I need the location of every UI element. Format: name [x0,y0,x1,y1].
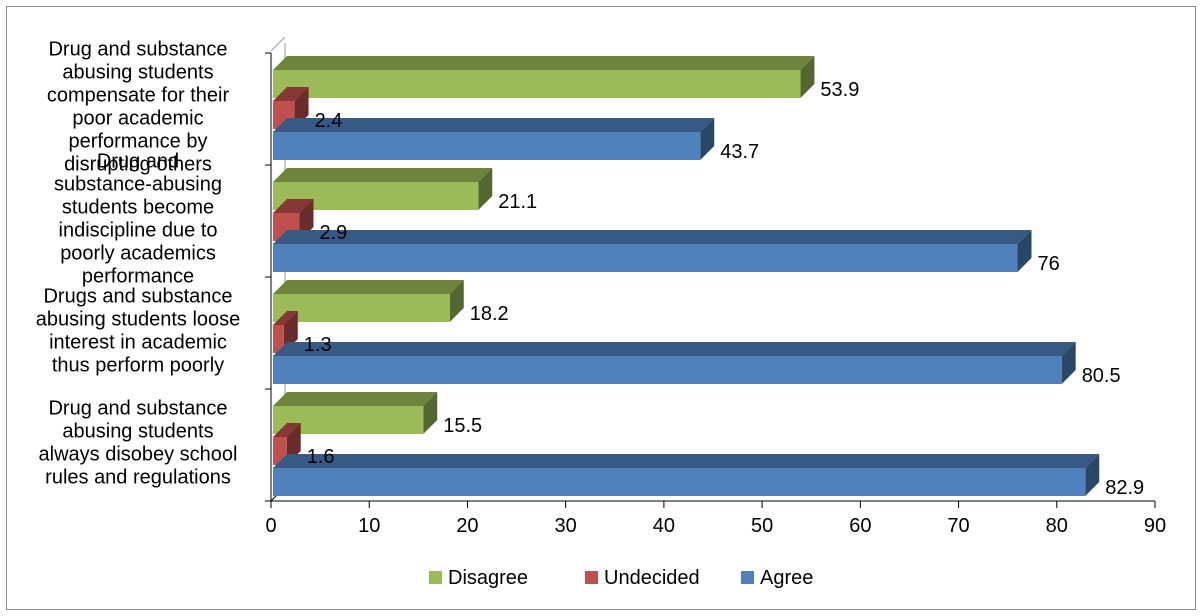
legend-label-undecided: Undecided [604,567,700,589]
bar-side-face [423,392,438,434]
bar-agree [273,244,1018,272]
category-label-line: Drug and substance [48,398,227,420]
category-label-line: indiscipline due to [59,220,218,242]
x-tick-label: 20 [456,515,478,537]
bar-top-face [273,199,314,213]
category-label-line: disrupting others [64,154,212,176]
back-wall-top [270,36,286,52]
category-label-line: substance-abusing [54,174,222,196]
bar-side-face [449,280,464,322]
category-label-line: always disobey school [39,444,238,466]
value-label: 43.7 [720,141,759,163]
category-label-line: abusing students [62,62,213,84]
chart-frame [6,6,1196,610]
category-label-line: poor academic [72,108,203,130]
chart-legend: Disagree Undecided Agree [429,567,813,589]
category-label: Drug and substance-abusing students become… [54,151,222,288]
x-tick-label: 10 [358,515,380,537]
value-label: 80.5 [1082,365,1121,387]
bar-top-face [273,168,493,182]
x-tick-label: 60 [849,515,871,537]
category-label-line: Drug and substance [48,39,227,61]
category-label-line: performance by [69,131,208,153]
bar-top-face [273,56,815,70]
bar-side-face [1017,230,1032,272]
bar-agree [273,468,1086,496]
bar-agree [273,356,1062,384]
bar-side-face [800,56,815,98]
bar-top-face [273,454,1100,468]
bar-top-face [273,392,438,406]
bar-disagree [273,70,801,98]
category-label: Drug and substance abusing students compen… [47,39,230,176]
value-label: 76 [1037,253,1059,275]
category-label-line: performance [82,266,194,288]
value-label: 2.4 [315,110,343,132]
x-tick-label: 0 [265,515,276,537]
category-label: Drug and substance abusing students always… [39,398,238,489]
legend-swatch-agree [741,571,754,584]
bar-side-face [1061,342,1076,384]
legend-label-agree: Agree [760,567,813,589]
x-tick-label: 50 [751,515,773,537]
x-tick-label: 30 [555,515,577,537]
x-tick-label: 40 [653,515,675,537]
value-label: 82.9 [1105,477,1144,499]
value-label: 21.1 [498,191,537,213]
category-label-line: thus perform poorly [52,355,224,377]
bar-side-face [700,118,715,160]
category-label-line: Drug and [97,151,179,173]
x-tick-label: 90 [1144,515,1166,537]
bar-top-face [273,87,309,101]
bar-top-face [273,230,1032,244]
category-label-line: Drugs and substance [43,286,232,308]
category-label-line: compensate for their [47,85,230,107]
value-label: 18.2 [470,303,509,325]
bar-top-face [273,118,715,132]
bar-agree [273,132,701,160]
legend-label-disagree: Disagree [448,567,528,589]
x-tick-label: 80 [1046,515,1068,537]
bar-undecided [273,325,284,353]
value-label: 2.9 [319,222,347,244]
chart-bars [273,56,1100,496]
bar-top-face [273,423,301,437]
category-label-line: rules and regulations [45,467,231,489]
value-label: 15.5 [443,415,482,437]
legend-swatch-disagree [429,571,442,584]
bar-side-face [1085,454,1100,496]
category-label-line: interest in academic [49,332,227,354]
value-label: 53.9 [820,79,859,101]
bar-top-face [273,280,464,294]
category-label-line: poorly academics [60,243,216,265]
x-tick-label: 70 [947,515,969,537]
category-label-line: students become [62,197,214,219]
category-label-line: abusing students [62,421,213,443]
bar-disagree [273,294,450,322]
bar-top-face [273,311,298,325]
legend-swatch-undecided [585,571,598,584]
value-label: 1.6 [307,446,335,468]
category-label-line: abusing students loose [36,309,241,331]
value-label: 1.3 [304,334,332,356]
bar-side-face [478,168,493,210]
bar-top-face [273,342,1076,356]
category-label: Drugs and substance abusing students loos… [36,286,241,377]
